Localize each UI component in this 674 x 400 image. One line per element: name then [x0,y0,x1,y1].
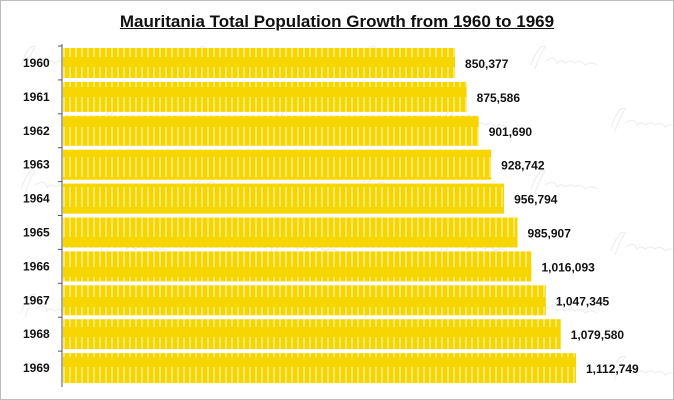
data-label: 956,794 [514,193,558,207]
data-label: 901,690 [489,125,533,139]
category-label: 1965 [23,226,50,240]
bar-1964 [63,183,505,214]
category-label: 1961 [23,90,50,104]
bar-1966 [63,251,532,282]
category-label: 1966 [23,259,50,273]
data-label: 985,907 [528,227,572,241]
watermark-logo [610,231,673,256]
data-label: 875,586 [477,91,521,105]
data-label: 1,112,749 [586,362,639,376]
data-label: 1,016,093 [541,260,595,274]
watermark-logo [610,355,673,380]
bar-1968 [63,319,561,350]
bar-1962 [63,115,479,146]
category-label: 1969 [23,361,50,375]
category-label: 1968 [23,327,50,341]
data-label: 850,377 [465,57,509,71]
data-label: 1,047,345 [556,294,610,308]
watermark-logo [530,169,598,194]
chart-title: Mauritania Total Population Growth from … [119,12,555,31]
bar-1963 [63,149,492,180]
bar-1960 [63,48,456,78]
watermark-logo [530,45,598,70]
data-label: 1,079,580 [571,328,625,342]
category-label: 1964 [23,192,50,206]
bar-1961 [63,81,467,112]
data-label: 928,742 [501,159,545,173]
category-label: 1960 [23,56,50,70]
category-label: 1967 [23,293,50,307]
category-label: 1962 [23,124,50,138]
watermark-logo [610,107,673,132]
bar-1965 [63,217,518,248]
category-label: 1963 [23,158,50,172]
bar-1969 [63,353,576,384]
bar-1967 [63,285,546,316]
